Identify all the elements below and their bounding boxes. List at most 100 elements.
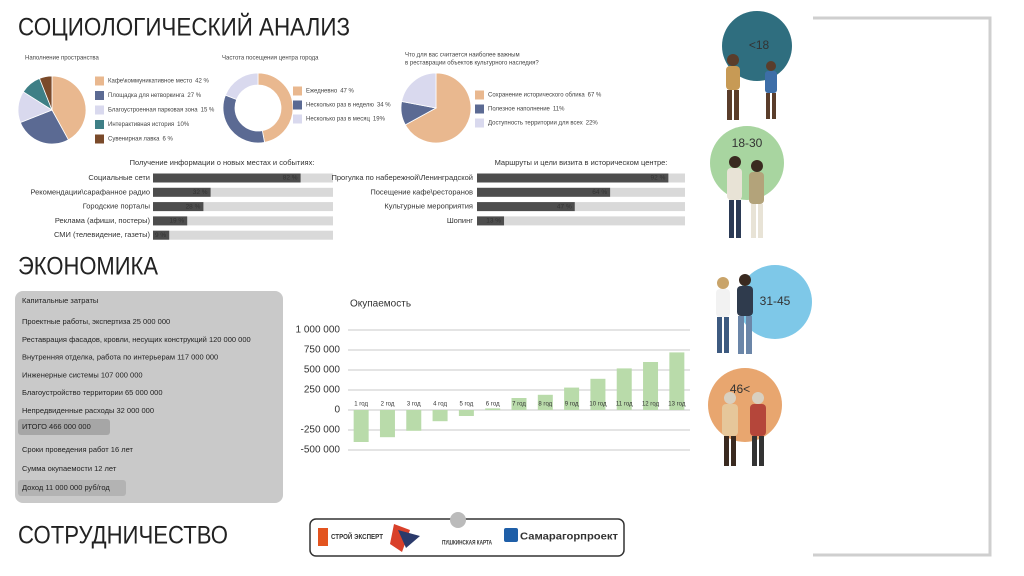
age-circle [708,368,782,442]
legend-value: 67 % [588,93,602,99]
chart-title: Маршруты и цели визита в историческом це… [495,158,668,167]
chart-title: Получение информации о новых местах и со… [130,158,315,167]
age-label: 46< [730,382,750,396]
x-tick-label: 13 год [668,402,686,408]
pie-slice [404,72,472,144]
category-label: СМИ (телевидение, газеты) [54,230,151,239]
value-label: 28 % [186,203,201,210]
value-label: 19 % [169,218,184,225]
y-tick-label: -500 000 [301,445,341,456]
bar [616,368,632,410]
legend-label: Ежедневно [306,89,338,95]
bar [353,410,369,442]
cost-item: Благоустройство территории 65 000 000 [22,388,163,397]
bar-track [153,202,333,212]
economics-term: Сумма окупаемости 12 лет [22,464,117,473]
heading: СОТРУДНИЧЕСТВО [18,522,228,550]
legend-label: Полезное наполнение [488,107,551,113]
bar [477,187,611,197]
y-tick-label: 1 000 000 [296,325,341,336]
logo-mark [398,530,420,548]
legend-label: Сохранение исторического облика [488,93,585,99]
economics-title: Капитальные затраты [22,296,98,305]
chart-title: Наполнение пространства [25,56,99,62]
logo-mark [504,528,518,542]
bar [477,202,575,212]
pie-slice [224,72,259,101]
pie-slice [401,72,437,109]
y-tick-label: 750 000 [304,345,341,356]
cost-item: Внутренняя отделка, работа по интерьерам… [22,353,218,362]
bar [153,216,188,226]
chart-title: Окупаемость [350,299,411,310]
age-label: <18 [749,38,770,52]
y-tick-label: -250 000 [301,425,341,436]
bar-track [477,216,685,226]
legend-label: Несколько раз в месяц [306,117,370,123]
legend-label: Доступность территории для всех [488,121,583,127]
x-tick-label: 9 год [565,402,579,408]
bar [153,173,301,183]
pie-slice [38,75,53,111]
legend-value: 6 % [162,137,173,143]
age-label: 31-45 [760,294,791,308]
legend-swatch [293,86,302,96]
cost-item: Проектные работы, экспертиза 25 000 000 [22,317,170,326]
category-label: Реклама (афиши, постеры) [55,216,151,225]
bar [485,408,501,410]
age-label: 18-30 [732,136,763,150]
economics-term: Сроки проведения работ 16 лет [22,445,134,454]
bar-track [153,216,333,226]
category-label: Посещение кафе\ресторанов [370,187,473,196]
economics-box [15,291,283,503]
bar [477,173,669,183]
heading: ЭКОНОМИКА [18,253,158,281]
cost-item: Непредвиденные расходы 32 000 000 [22,406,154,415]
logo-mark [450,512,466,528]
legend-label: Сувенирная лавка [108,137,160,143]
legend-label: Благоустроенная парковая зона [108,108,198,114]
legend-value: 10% [177,122,190,128]
x-tick-label: 6 год [486,402,500,408]
partner-logo: Самарагорпроект [520,532,618,543]
value-label: 92 % [651,175,666,182]
partner-logo: ПУШКИНСКАЯ КАРТА [442,540,492,547]
legend-swatch [475,90,484,100]
x-tick-label: 8 год [538,402,552,408]
x-tick-label: 1 год [354,402,368,408]
chart-title: в реставрации объектов культурного насле… [405,61,539,67]
legend-swatch [293,114,302,124]
cost-item: Реставрация фасадов, кровли, несущих кон… [22,335,251,344]
legend-label: Кафе\коммуникативное место [108,79,193,85]
category-label: Прогулка по набережной\Ленинградской [331,173,473,182]
legend-swatch [95,105,104,115]
pie-slice [257,72,294,143]
economics-text: Капитальные затраты Проектные работы, экс… [22,296,251,492]
legend-value: 11% [553,107,565,113]
x-tick-label: 11 год [616,402,633,408]
partners-box [309,518,625,557]
age-labels: <18 18-30 31-45 46< [730,38,791,396]
legend-value: 42 % [195,79,209,85]
person-figure [716,54,777,466]
bar [458,410,474,416]
chart-title: Что для вас считается наиболее важным [405,53,520,59]
bar [564,387,580,410]
bar-track [153,230,333,240]
category-label: Шопинг [447,216,473,225]
bar [153,230,170,240]
cost-item: Инженерные системы 107 000 000 [22,370,143,379]
legend-value: 22% [586,121,599,127]
value-label: 9 % [155,232,166,239]
economics-term: Доход 11 000 000 руб/год [22,483,110,492]
legend-swatch [95,76,104,86]
legend-value: 15 % [201,108,215,114]
legend-swatch [293,100,302,110]
value-label: 32 % [193,189,208,196]
bar [379,410,395,438]
category-label: Рекомендации\сарафанное радио [30,187,150,196]
x-tick-label: 2 год [381,402,395,408]
legend-swatch [95,134,104,144]
bar [590,378,606,410]
